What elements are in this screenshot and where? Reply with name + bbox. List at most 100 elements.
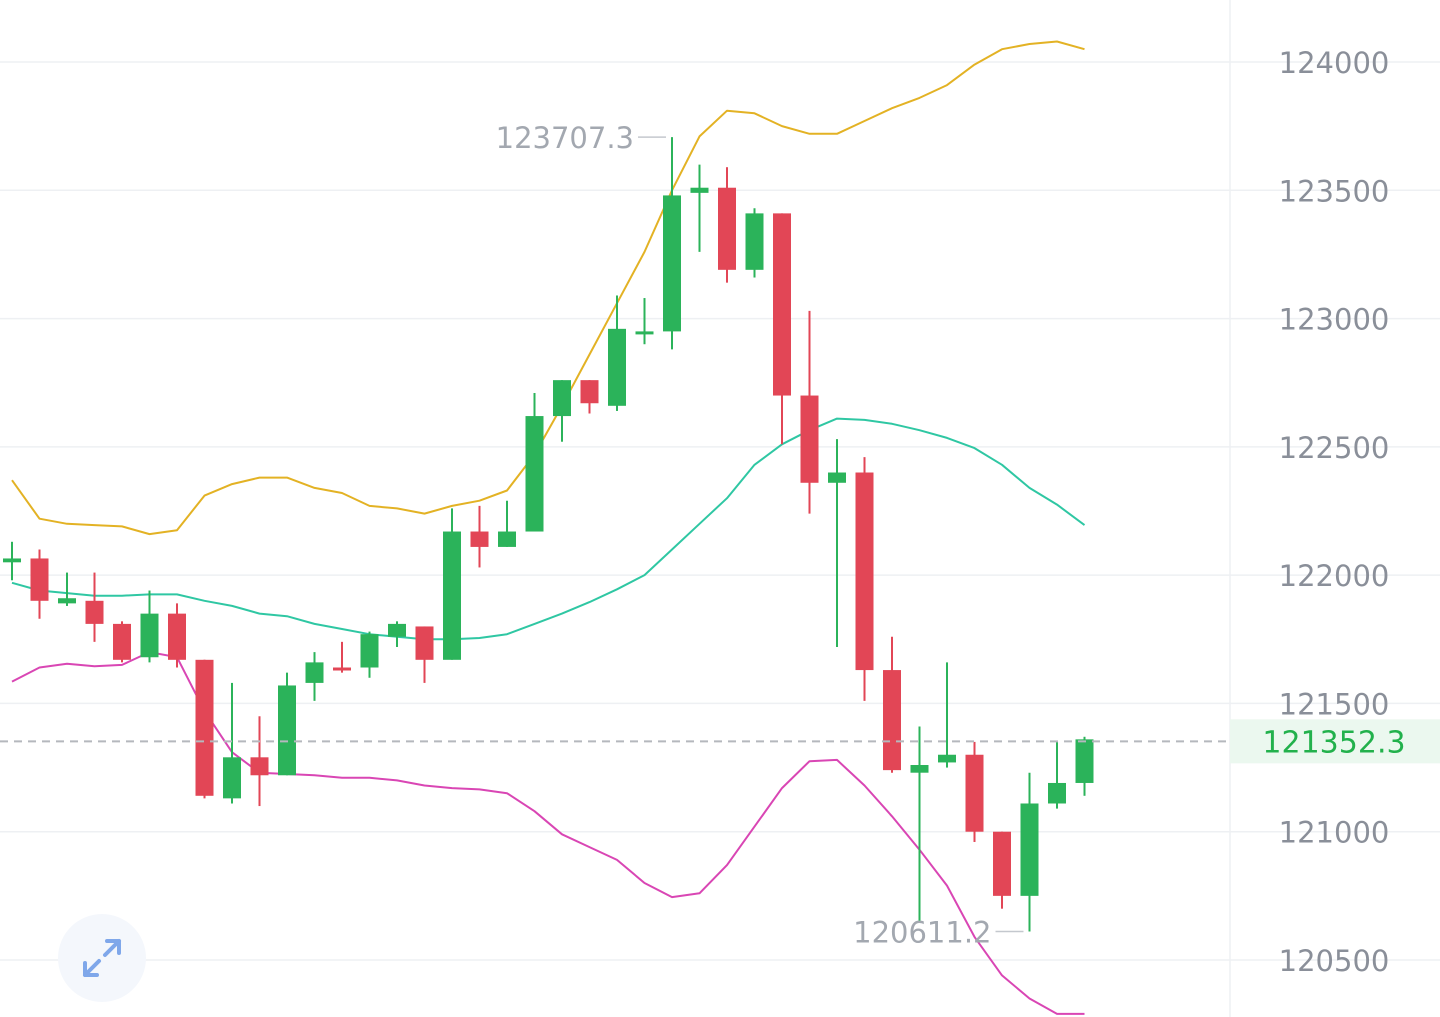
- candle: [1020, 772, 1039, 932]
- candle-body: [690, 187, 709, 193]
- candle-body: [113, 623, 131, 660]
- candle: [360, 631, 379, 678]
- candle: [333, 641, 351, 673]
- candle: [30, 549, 49, 619]
- y-tick-label: 124000: [1279, 46, 1390, 80]
- candle-body: [58, 598, 76, 604]
- candle: [140, 590, 159, 663]
- candle-body: [718, 187, 736, 270]
- candle-body: [443, 531, 461, 660]
- candle: [525, 392, 544, 532]
- candle: [855, 457, 874, 701]
- candle-body: [168, 613, 186, 660]
- candle-body: [1075, 739, 1094, 783]
- expand-button[interactable]: [58, 914, 146, 1002]
- candle-body: [250, 757, 269, 776]
- candle: [470, 505, 489, 568]
- y-tick-label: 122500: [1279, 431, 1390, 465]
- candle-body: [415, 626, 434, 660]
- expand-arrows-icon: [83, 939, 121, 977]
- candle-body: [993, 831, 1011, 896]
- low-marker-label: 120611.2: [853, 915, 991, 949]
- current-price-tag: 121352.3: [1230, 719, 1440, 764]
- candle: [498, 500, 516, 547]
- candle: [443, 508, 461, 660]
- candle-body: [305, 662, 324, 683]
- candle-body: [1020, 803, 1039, 896]
- candle: [580, 380, 599, 414]
- high-marker-label: 123707.3: [496, 121, 634, 155]
- candle-body: [745, 213, 764, 270]
- bollinger-bands: [11, 40, 1086, 1015]
- candle-body: [388, 623, 406, 637]
- candle-body: [938, 754, 956, 763]
- candle: [278, 672, 296, 776]
- candle-body: [223, 757, 241, 799]
- middle-band-line: [11, 417, 1086, 641]
- candle: [168, 603, 186, 668]
- candle-body: [965, 754, 984, 832]
- candle: [113, 621, 131, 663]
- current-price-tag-bg: [1230, 719, 1440, 764]
- candle-body: [525, 416, 544, 532]
- candle: [1048, 741, 1066, 809]
- candle-body: [635, 331, 654, 335]
- candle-body: [1048, 782, 1066, 804]
- upper-band-line: [11, 40, 1085, 536]
- candle: [690, 164, 709, 252]
- lower-band-line: [11, 651, 1085, 1015]
- y-tick-label: 123000: [1279, 303, 1390, 337]
- candle: [388, 621, 406, 647]
- candle-body: [85, 600, 104, 624]
- candle-body: [773, 213, 791, 396]
- candle-body: [360, 634, 379, 668]
- candle: [910, 726, 929, 922]
- candle-body: [278, 685, 296, 776]
- candle-body: [470, 531, 489, 547]
- candle-body: [140, 613, 159, 658]
- y-tick-label: 121500: [1279, 687, 1390, 721]
- candle: [883, 636, 901, 773]
- candle: [745, 208, 764, 278]
- candle: [415, 626, 434, 683]
- candle: [608, 295, 626, 411]
- current-price-label: 121352.3: [1262, 725, 1405, 760]
- candle-body: [498, 531, 516, 547]
- candle: [965, 741, 984, 842]
- candle-body: [883, 670, 901, 771]
- candle: [828, 439, 846, 647]
- candle-body: [800, 395, 819, 483]
- candle: [3, 541, 21, 581]
- y-tick-label: 122000: [1279, 559, 1390, 593]
- candle-body: [828, 472, 846, 483]
- candle-body: [553, 380, 571, 417]
- candles: [3, 137, 1094, 932]
- candle: [773, 213, 791, 445]
- candle: [250, 716, 269, 807]
- candle: [305, 652, 324, 701]
- candle: [195, 659, 214, 799]
- candle: [553, 380, 571, 442]
- y-tick-label: 123500: [1279, 174, 1390, 208]
- candle-body: [195, 659, 214, 796]
- candle: [635, 298, 654, 345]
- candle: [800, 310, 819, 514]
- candle-body: [3, 558, 21, 563]
- candle-body: [910, 765, 929, 773]
- y-axis: 124000 123500 123000 122500 122000 121500 1210…: [1279, 46, 1390, 978]
- candle: [663, 137, 681, 350]
- candle-body: [855, 472, 874, 671]
- candle: [85, 572, 104, 642]
- candle-body: [608, 328, 626, 406]
- candle: [993, 831, 1011, 909]
- candle: [1075, 736, 1094, 796]
- y-tick-label: 121000: [1279, 816, 1390, 850]
- candle-body: [30, 558, 49, 601]
- candle-body: [663, 195, 681, 332]
- candle-body: [333, 667, 351, 671]
- candle: [938, 662, 956, 768]
- candle-body: [580, 380, 599, 404]
- extreme-markers: 123707.3 120611.2: [496, 121, 1024, 949]
